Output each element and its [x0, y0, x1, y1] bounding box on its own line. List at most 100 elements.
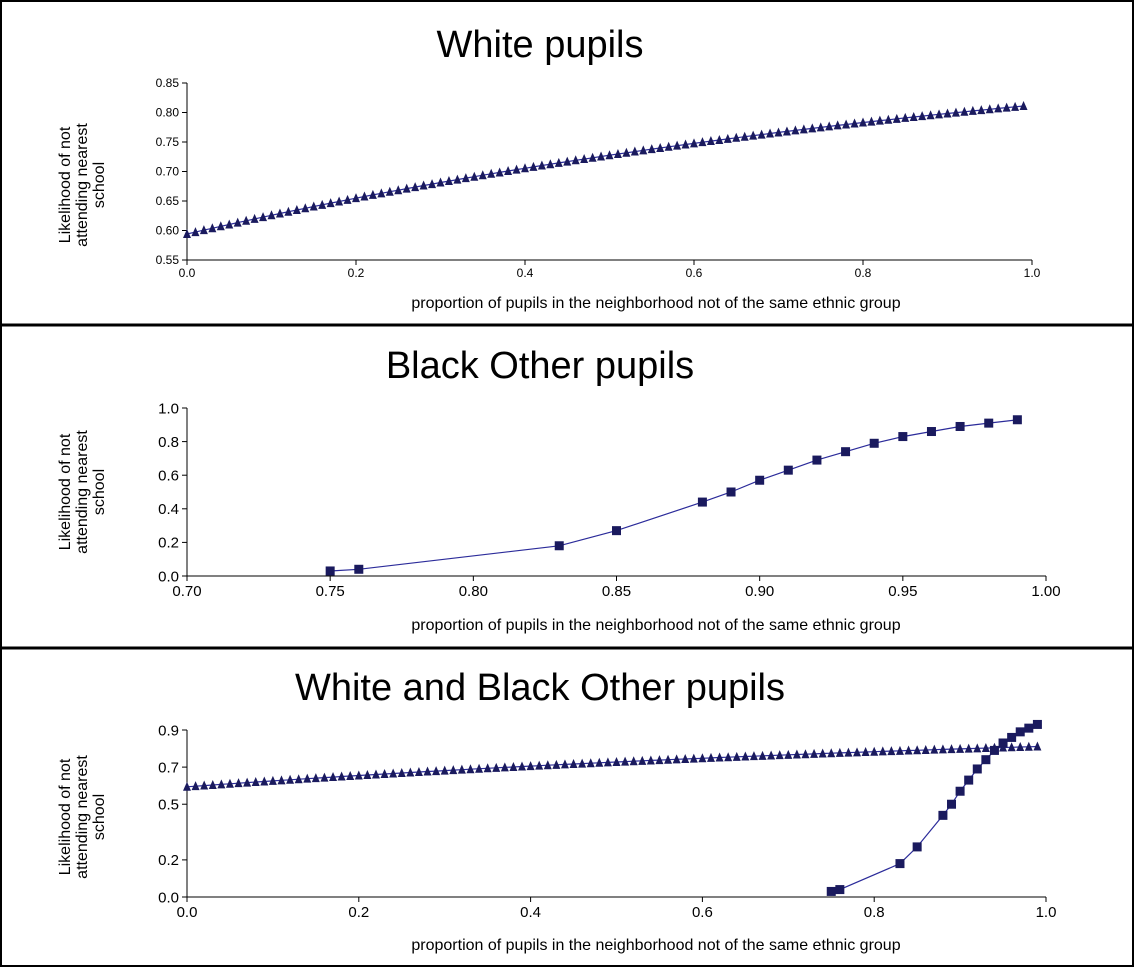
- data-point-triangle: [326, 198, 335, 208]
- y-axis-label-line: Likelihood of not: [57, 758, 74, 875]
- data-point-triangle: [926, 110, 935, 120]
- data-point-triangle: [827, 748, 836, 758]
- x-tick-label: 0.2: [348, 904, 369, 921]
- data-point-triangle: [810, 748, 819, 758]
- data-point-square: [1012, 415, 1022, 425]
- data-point-square: [1024, 723, 1034, 733]
- y-tick-label: 0.5: [158, 796, 179, 813]
- data-point-triangle: [483, 763, 492, 773]
- data-point-triangle: [818, 748, 827, 758]
- data-point-triangle: [698, 753, 707, 763]
- data-point-triangle: [301, 203, 310, 213]
- y-tick-label: 0.9: [158, 722, 179, 739]
- data-point-triangle: [757, 129, 766, 139]
- data-point-square: [841, 447, 851, 457]
- x-tick-label: 0.90: [745, 583, 774, 600]
- data-point-triangle: [799, 124, 808, 134]
- y-tick-label: 0.8: [158, 434, 179, 451]
- data-point-triangle: [242, 215, 251, 225]
- data-point-triangle: [487, 168, 496, 178]
- data-point-triangle: [605, 150, 614, 160]
- data-point-triangle: [380, 768, 389, 778]
- data-point-triangle: [318, 199, 327, 209]
- series-line: [330, 419, 1018, 572]
- data-point-triangle: [470, 171, 479, 181]
- data-point-triangle: [563, 156, 572, 166]
- y-tick-label: 0.0: [158, 568, 179, 585]
- y-tick-label: 0.0: [158, 889, 179, 906]
- data-point-triangle: [260, 776, 269, 786]
- series-triangle: [183, 101, 1028, 239]
- data-point-triangle: [267, 210, 276, 220]
- data-point-square: [554, 541, 564, 551]
- x-tick-label: 0.4: [520, 904, 541, 921]
- data-point-square: [964, 775, 974, 785]
- x-axis-label: proportion of pupils in the neighborhood…: [411, 617, 900, 634]
- data-point-triangle: [449, 765, 458, 775]
- data-point-triangle: [521, 163, 529, 173]
- data-point-triangle: [554, 157, 563, 167]
- data-point-square: [912, 842, 922, 852]
- data-point-triangle: [690, 138, 698, 148]
- y-tick-label: 1.0: [158, 400, 179, 417]
- y-axis-label-line: attending nearest: [74, 430, 91, 554]
- data-point-triangle: [329, 772, 338, 782]
- data-point-triangle: [875, 115, 884, 125]
- data-point-triangle: [981, 743, 990, 753]
- data-point-triangle: [414, 767, 423, 777]
- data-point-triangle: [723, 133, 732, 143]
- chart-panel-1: White pupils Likelihood of not attending n…: [57, 24, 1041, 312]
- data-point-triangle: [466, 764, 475, 774]
- data-point-triangle: [921, 744, 930, 754]
- y-tick-label: 0.2: [158, 852, 179, 869]
- data-point-triangle: [268, 775, 277, 785]
- data-point-square: [826, 886, 836, 896]
- data-point-triangle: [844, 747, 853, 757]
- data-point-triangle: [784, 749, 793, 759]
- data-point-triangle: [629, 756, 638, 766]
- chart-title: White pupils: [437, 24, 644, 66]
- data-point-triangle: [402, 183, 411, 193]
- data-point-triangle: [346, 771, 355, 781]
- data-point-triangle: [419, 180, 428, 190]
- x-axis-label: proportion of pupils in the neighborhood…: [411, 937, 900, 954]
- data-point-triangle: [639, 145, 648, 155]
- data-point-triangle: [792, 749, 801, 759]
- data-point-triangle: [284, 206, 293, 216]
- data-point-square: [938, 810, 948, 820]
- data-point-triangle: [638, 755, 647, 765]
- data-point-triangle: [672, 754, 681, 764]
- data-point-triangle: [724, 752, 733, 762]
- x-tick-label: 0.85: [602, 583, 631, 600]
- y-axis-label-line: Likelihood of not: [57, 126, 74, 243]
- data-point-triangle: [580, 154, 589, 164]
- data-point-triangle: [904, 745, 913, 755]
- data-point-triangle: [960, 106, 969, 116]
- data-point-triangle: [656, 142, 665, 152]
- data-point-triangle: [571, 155, 580, 165]
- data-point-triangle: [833, 120, 842, 130]
- data-point-triangle: [621, 756, 630, 766]
- data-point-triangle: [749, 751, 758, 761]
- data-point-triangle: [286, 774, 295, 784]
- data-point-triangle: [500, 762, 509, 772]
- data-point-square: [1032, 719, 1042, 729]
- data-point-square: [955, 786, 965, 796]
- data-point-triangle: [191, 227, 200, 237]
- data-point-square: [1015, 727, 1025, 737]
- data-point-triangle: [385, 186, 394, 196]
- y-axis-label-line: school: [91, 469, 108, 515]
- data-point-triangle: [569, 758, 578, 768]
- data-point-triangle: [233, 217, 242, 227]
- data-point-square: [812, 455, 822, 465]
- data-point-triangle: [275, 208, 284, 218]
- y-tick-label: 0.65: [156, 194, 180, 208]
- data-point-triangle: [292, 204, 301, 214]
- y-tick-label: 0.6: [158, 467, 179, 484]
- x-tick-label: 1.0: [1036, 904, 1057, 921]
- data-point-triangle: [994, 103, 1003, 113]
- data-point-triangle: [964, 743, 973, 753]
- data-point-triangle: [440, 765, 449, 775]
- data-point-triangle: [867, 116, 876, 126]
- x-tick-label: 1.0: [1024, 266, 1041, 280]
